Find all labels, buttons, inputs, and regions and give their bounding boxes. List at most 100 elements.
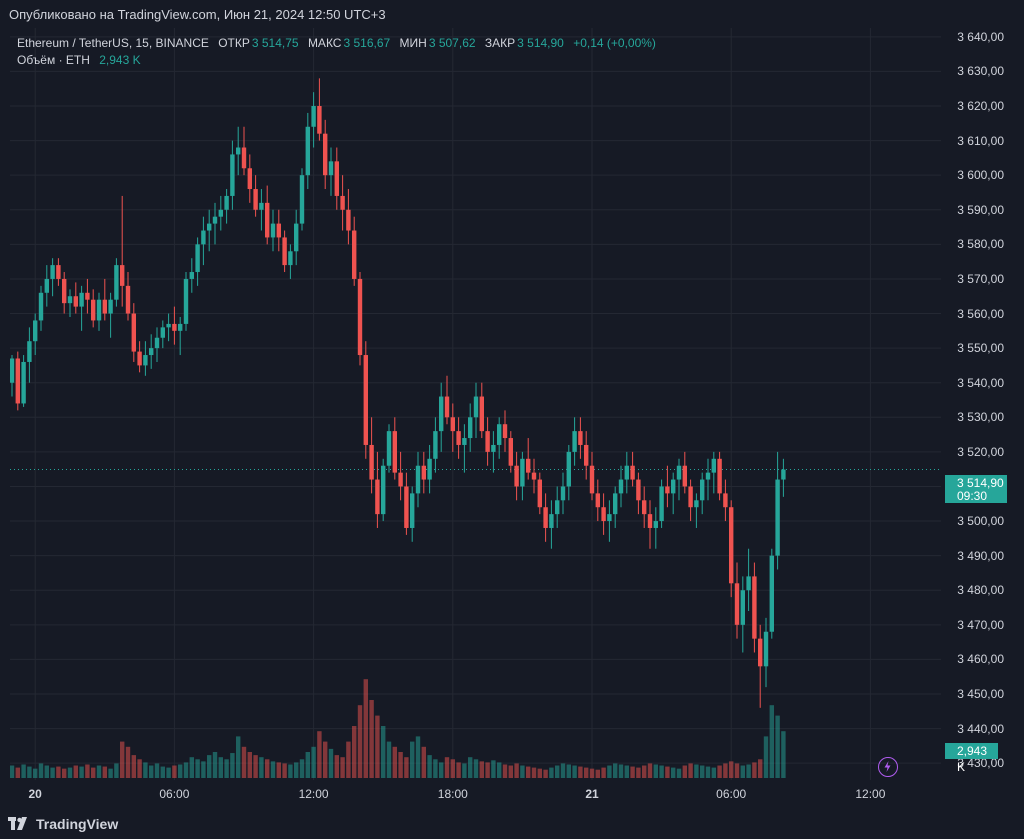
candle-body <box>62 278 67 304</box>
volume-bar <box>647 763 653 778</box>
time-axis-label: 20 <box>28 787 42 801</box>
volume-bar <box>294 762 299 778</box>
volume-bar <box>189 757 194 778</box>
volume-bar <box>485 762 490 778</box>
volume-bar <box>10 765 15 778</box>
candle-body <box>323 133 328 176</box>
price-axis-label: 3 580,00 <box>957 237 1004 252</box>
volume-bar <box>108 768 113 778</box>
chart-pane[interactable] <box>10 28 941 780</box>
time-axis-label: 18:00 <box>437 787 468 801</box>
candle-body <box>421 465 426 480</box>
volume-bar <box>85 764 90 778</box>
candle-body <box>224 195 229 210</box>
price-axis-label: 3 490,00 <box>957 548 1004 563</box>
price-chart[interactable] <box>10 28 941 780</box>
candle-body <box>752 576 757 639</box>
volume-bar <box>613 763 618 778</box>
candle-body <box>207 223 212 231</box>
candle-body <box>636 479 641 501</box>
lightning-icon[interactable] <box>878 757 898 777</box>
candle-body <box>589 465 595 494</box>
volume-bar <box>729 761 734 778</box>
candle-body <box>624 465 629 480</box>
volume-tag: 2,943 K <box>945 743 998 774</box>
candle-body <box>363 355 368 445</box>
candle-body <box>357 278 363 356</box>
time-axis-label: 21 <box>585 787 599 801</box>
volume-bar <box>207 755 212 778</box>
candle-body <box>537 479 542 508</box>
candle-body <box>502 424 508 439</box>
volume-bar <box>404 757 409 778</box>
candle-body <box>578 431 583 445</box>
footer-brand[interactable]: TradingView <box>8 816 118 832</box>
price-axis-label: 3 600,00 <box>957 168 1004 183</box>
volume-bar <box>386 741 392 778</box>
volume-bar <box>183 762 189 778</box>
volume-bar <box>717 765 722 778</box>
volume-bar <box>62 768 67 778</box>
volume-bar <box>230 753 235 778</box>
candle-body <box>15 358 20 404</box>
candle-body <box>473 396 479 418</box>
candle-body <box>549 514 554 528</box>
candle-body <box>85 292 90 300</box>
price-axis-label: 3 430,00 <box>957 756 1004 771</box>
volume-bar <box>317 731 322 778</box>
candle-body <box>514 465 519 487</box>
candle-body <box>740 590 745 625</box>
volume-bar <box>282 763 287 778</box>
candle-body <box>253 189 258 210</box>
legend-low-label: МИН <box>399 36 427 50</box>
candle-body <box>317 106 322 134</box>
volume-bar <box>497 762 502 778</box>
candle-body <box>705 472 711 480</box>
price-axis-label: 3 500,00 <box>957 514 1004 529</box>
volume-bar <box>560 763 566 778</box>
top-bar: Опубликовано на TradingView.com, Июн 21,… <box>0 0 1024 28</box>
volume-bar <box>96 765 102 778</box>
volume-bar <box>201 761 206 778</box>
price-axis-label: 3 520,00 <box>957 444 1004 459</box>
volume-bar <box>705 766 711 778</box>
candle-body <box>479 396 484 432</box>
volume-bar <box>415 736 421 778</box>
volume-bar <box>131 755 136 778</box>
candle-body <box>613 493 618 515</box>
candle-body <box>775 479 780 556</box>
volume-bar <box>543 769 548 778</box>
volume-bar <box>734 763 740 778</box>
volume-bar <box>305 752 310 778</box>
volume-bar <box>346 741 351 778</box>
volume-bar <box>50 767 55 778</box>
legend-open-value: 3 514,75 <box>251 36 299 50</box>
candle-body <box>665 486 670 494</box>
volume-bar <box>723 763 728 778</box>
legend-volume-label[interactable]: Объём · ETH <box>17 53 90 67</box>
time-axis-label: 06:00 <box>716 787 747 801</box>
candle-body <box>294 223 299 252</box>
volume-bar <box>102 766 107 778</box>
volume-bar <box>578 766 583 778</box>
candle-body <box>340 195 345 210</box>
footer-brand-name: TradingView <box>36 816 119 832</box>
volume-bar <box>195 759 200 778</box>
volume-bar <box>369 700 374 778</box>
price-axis-label: 3 610,00 <box>957 133 1004 148</box>
candle-body <box>763 631 769 667</box>
volume-bar <box>311 746 316 778</box>
volume-bar <box>15 767 20 778</box>
candle-body <box>700 479 705 501</box>
volume-bar <box>375 715 380 778</box>
price-axis-label: 3 590,00 <box>957 202 1004 217</box>
chart-legend: Ethereum / TetherUS, 15, BINANCE ОТКР 3 5… <box>17 35 656 69</box>
legend-close-value: 3 514,90 <box>517 36 564 50</box>
candle-body <box>21 361 26 404</box>
legend-symbol[interactable]: Ethereum / TetherUS, 15, BINANCE <box>17 36 209 50</box>
candle-body <box>769 555 774 632</box>
legend-high-label: МАКС <box>307 36 342 50</box>
candle-body <box>120 265 125 286</box>
candle-body <box>328 161 334 176</box>
last-price-tag: 3 514,90 09:30 <box>945 475 1007 503</box>
